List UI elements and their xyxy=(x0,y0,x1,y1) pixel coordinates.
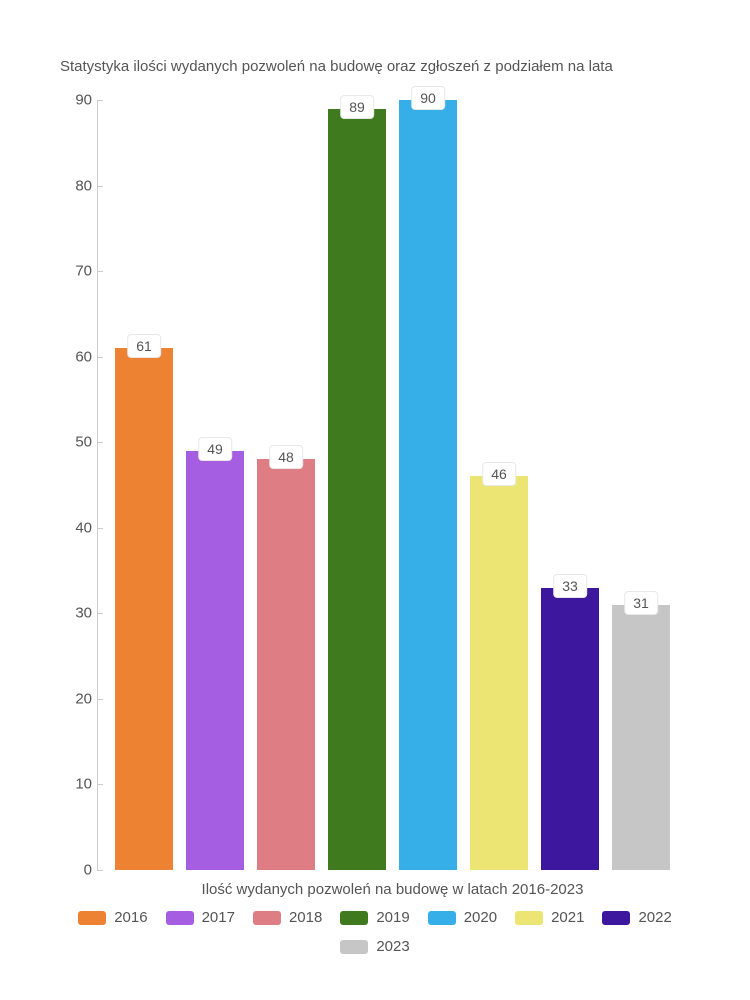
legend-item-2020[interactable]: 2020 xyxy=(428,909,497,926)
legend-marker xyxy=(515,911,543,925)
bar-2016[interactable]: 61 xyxy=(115,348,173,870)
bar-2019[interactable]: 89 xyxy=(328,109,386,870)
legend-marker xyxy=(78,911,106,925)
y-tick-mark xyxy=(97,870,103,871)
y-tick-label: 20 xyxy=(75,690,92,707)
y-tick-mark xyxy=(97,357,103,358)
bar-value-label: 48 xyxy=(269,445,303,469)
legend-marker xyxy=(340,940,368,954)
bar-value-label: 49 xyxy=(198,437,232,461)
y-tick-label: 40 xyxy=(75,519,92,536)
bar-value-label: 33 xyxy=(553,574,587,598)
bar-value-label: 46 xyxy=(482,462,516,486)
x-axis-label: Ilość wydanych pozwoleń na budowę w lata… xyxy=(202,881,584,898)
legend-label: 2016 xyxy=(114,909,147,926)
y-tick-mark xyxy=(97,613,103,614)
y-tick-label: 90 xyxy=(75,92,92,109)
plot-area: 0102030405060708090 6149488990463331 Ilo… xyxy=(100,100,685,870)
bar-value-label: 61 xyxy=(127,334,161,358)
legend-label: 2020 xyxy=(464,909,497,926)
y-tick-label: 10 xyxy=(75,776,92,793)
legend-label: 2018 xyxy=(289,909,322,926)
bar-value-label: 90 xyxy=(411,86,445,110)
bar-2018[interactable]: 48 xyxy=(257,459,315,870)
legend-marker xyxy=(602,911,630,925)
y-tick-label: 50 xyxy=(75,434,92,451)
legend-marker xyxy=(166,911,194,925)
legend-item-2023[interactable]: 2023 xyxy=(340,938,409,955)
y-tick-label: 70 xyxy=(75,263,92,280)
legend-label: 2022 xyxy=(638,909,671,926)
legend-marker xyxy=(340,911,368,925)
y-tick-mark xyxy=(97,784,103,785)
legend-item-2018[interactable]: 2018 xyxy=(253,909,322,926)
y-tick-mark xyxy=(97,100,103,101)
y-tick-label: 80 xyxy=(75,177,92,194)
y-tick-mark xyxy=(97,699,103,700)
legend-item-2016[interactable]: 2016 xyxy=(78,909,147,926)
bar-2022[interactable]: 33 xyxy=(541,588,599,870)
y-tick-label: 60 xyxy=(75,348,92,365)
bar-2023[interactable]: 31 xyxy=(612,605,670,870)
legend-label: 2019 xyxy=(376,909,409,926)
bar-2021[interactable]: 46 xyxy=(470,476,528,870)
bars-area: 6149488990463331 xyxy=(100,100,685,870)
legend-marker xyxy=(428,911,456,925)
chart-title: Statystyka ilości wydanych pozwoleń na b… xyxy=(60,58,613,75)
legend-label: 2017 xyxy=(202,909,235,926)
legend-item-2017[interactable]: 2017 xyxy=(166,909,235,926)
legend: 2016 2017 2018 2019 2020 2021 2022 2023 xyxy=(55,909,695,955)
legend-item-2022[interactable]: 2022 xyxy=(602,909,671,926)
legend-marker xyxy=(253,911,281,925)
bar-2017[interactable]: 49 xyxy=(186,451,244,870)
y-tick-label: 0 xyxy=(84,862,92,879)
y-tick-mark xyxy=(97,442,103,443)
legend-item-2019[interactable]: 2019 xyxy=(340,909,409,926)
y-axis: 0102030405060708090 xyxy=(60,100,100,870)
y-tick-mark xyxy=(97,271,103,272)
legend-item-2021[interactable]: 2021 xyxy=(515,909,584,926)
legend-label: 2023 xyxy=(376,938,409,955)
bar-value-label: 31 xyxy=(624,591,658,615)
y-tick-label: 30 xyxy=(75,605,92,622)
legend-label: 2021 xyxy=(551,909,584,926)
bar-2020[interactable]: 90 xyxy=(399,100,457,870)
y-tick-mark xyxy=(97,186,103,187)
y-tick-mark xyxy=(97,528,103,529)
bar-value-label: 89 xyxy=(340,95,374,119)
